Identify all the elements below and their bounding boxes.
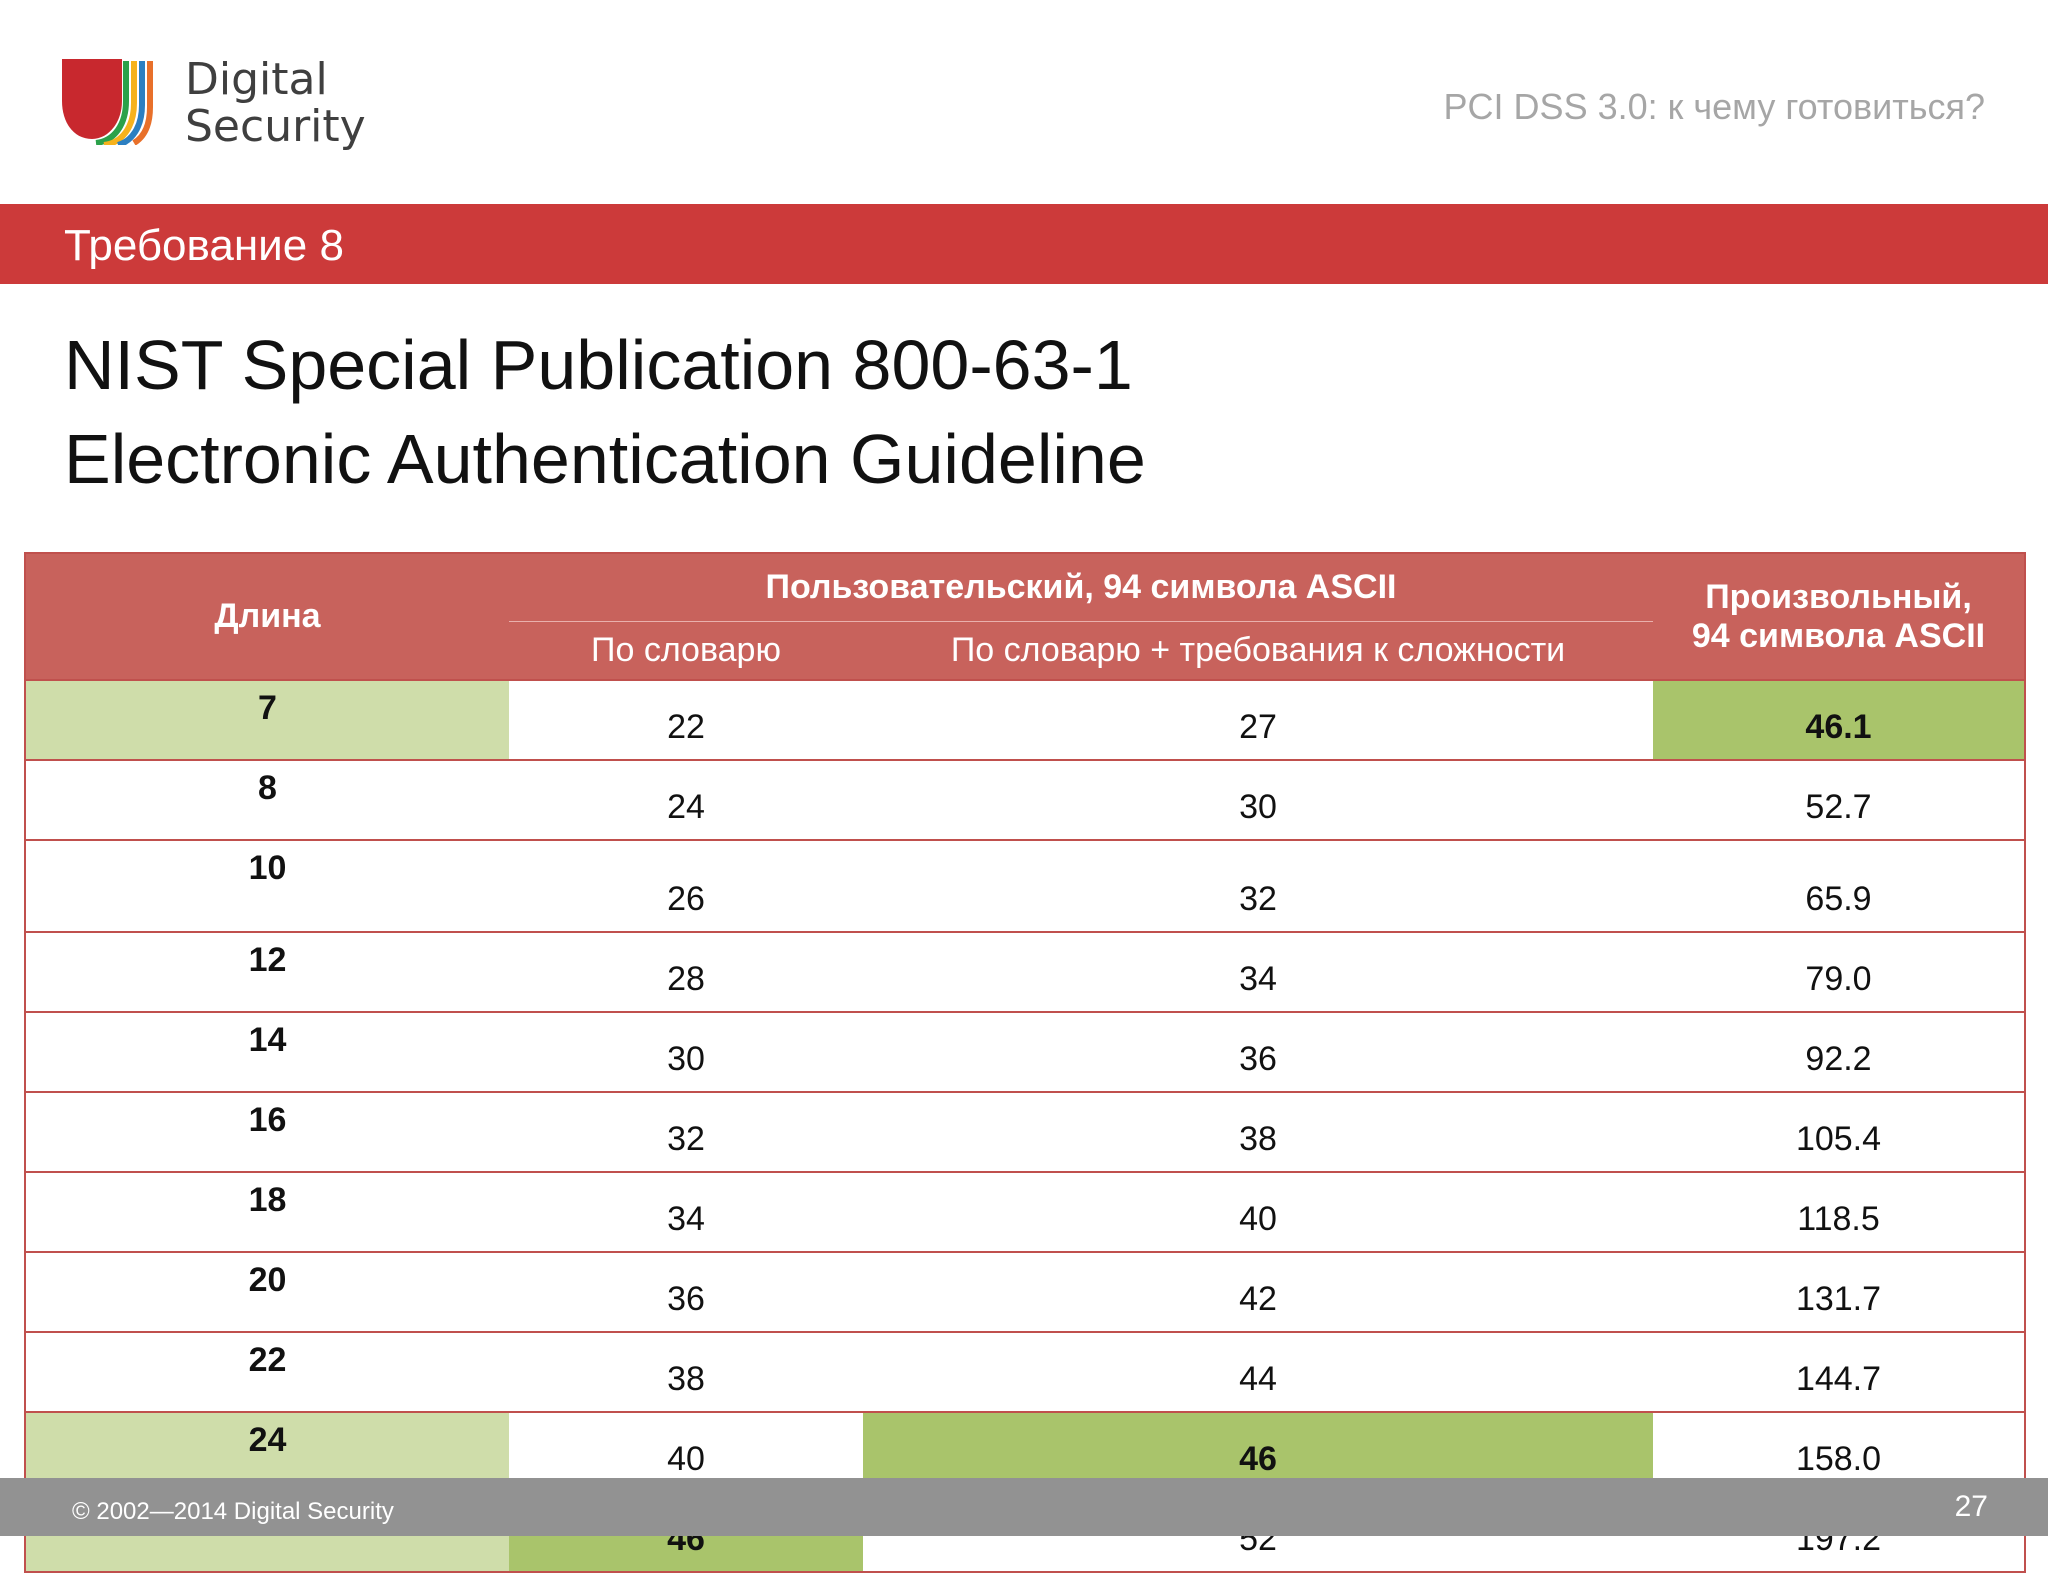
cell-random: 52.7 [1653, 759, 2025, 840]
slide-title-line-2: Electronic Authentication Guideline [64, 420, 1146, 498]
cell-random: 144.7 [1653, 1331, 2025, 1412]
header-random-line-2: 94 символа ASCII [1691, 616, 1986, 655]
footer-copyright: © 2002—2014 Digital Security [72, 1498, 394, 1525]
table-row: 10 26 32 65.9 [25, 839, 2025, 932]
cell-length: 22 [25, 1331, 509, 1412]
cell-dictionary-complexity: 44 [863, 1331, 1653, 1412]
table-row: 8 24 30 52.7 [25, 759, 2025, 840]
cell-random: 105.4 [1653, 1091, 2025, 1172]
cell-dictionary-complexity: 36 [863, 1011, 1653, 1092]
table-row: 22 38 44 144.7 [25, 1331, 2025, 1412]
cell-dictionary: 30 [509, 1011, 863, 1092]
section-title: Требование 8 [64, 221, 344, 270]
slide-title-line-1: NIST Special Publication 800-63-1 [64, 326, 1133, 404]
table-row: 20 36 42 131.7 [25, 1251, 2025, 1332]
cell-random: 118.5 [1653, 1171, 2025, 1252]
cell-length: 20 [25, 1251, 509, 1332]
header-random: Произвольный, 94 символа ASCII [1653, 553, 2025, 680]
logo-text: Digital Security [185, 56, 366, 150]
cell-dictionary-complexity: 32 [863, 839, 1653, 932]
cell-dictionary: 32 [509, 1091, 863, 1172]
cell-dictionary: 22 [509, 679, 863, 760]
header-dictionary: По словарю [509, 621, 863, 680]
page-number: 27 [1954, 1490, 1988, 1523]
table-row: 12 28 34 79.0 [25, 931, 2025, 1012]
slide-title: NIST Special Publication 800-63-1 Electr… [64, 318, 1146, 506]
cell-length: 16 [25, 1091, 509, 1172]
cell-dictionary: 36 [509, 1251, 863, 1332]
cell-length: 12 [25, 931, 509, 1012]
cell-dictionary-complexity: 34 [863, 931, 1653, 1012]
entropy-table: Длина Пользовательский, 94 символа ASCII… [24, 552, 2026, 1573]
cell-dictionary-complexity: 42 [863, 1251, 1653, 1332]
header-dictionary-complexity: По словарю + требования к сложности [863, 621, 1653, 680]
header-user-group: Пользовательский, 94 символа ASCII [509, 553, 1653, 622]
header-random-line-1: Произвольный, [1705, 577, 1972, 616]
cell-length: 14 [25, 1011, 509, 1092]
cell-random: 79.0 [1653, 931, 2025, 1012]
logo-line-2: Security [185, 101, 366, 152]
company-logo [60, 55, 360, 165]
table-row: 7 22 27 46.1 [25, 679, 2025, 760]
cell-random: 92.2 [1653, 1011, 2025, 1092]
cell-random: 65.9 [1653, 839, 2025, 932]
logo-line-1: Digital [185, 54, 328, 105]
cell-random: 131.7 [1653, 1251, 2025, 1332]
cell-dictionary: 26 [509, 839, 863, 932]
cell-dictionary-complexity: 38 [863, 1091, 1653, 1172]
cell-dictionary-complexity: 30 [863, 759, 1653, 840]
table-row: 18 34 40 118.5 [25, 1171, 2025, 1252]
logo-shield-icon [62, 59, 153, 148]
section-bar: Требование 8 [0, 204, 2048, 284]
footer: © 2002—2014 Digital Security 27 [0, 1478, 2048, 1536]
cell-dictionary: 38 [509, 1331, 863, 1412]
cell-random: 46.1 [1653, 679, 2025, 760]
table-row: 14 30 36 92.2 [25, 1011, 2025, 1092]
cell-dictionary: 34 [509, 1171, 863, 1252]
cell-length: 18 [25, 1171, 509, 1252]
cell-length: 8 [25, 759, 509, 840]
cell-dictionary: 28 [509, 931, 863, 1012]
cell-dictionary-complexity: 40 [863, 1171, 1653, 1252]
cell-dictionary-complexity: 27 [863, 679, 1653, 760]
presentation-subtitle: PCI DSS 3.0: к чему готовиться? [1443, 86, 1985, 127]
cell-dictionary: 24 [509, 759, 863, 840]
header-length: Длина [25, 553, 509, 680]
cell-length: 7 [25, 679, 509, 760]
table-row: 16 32 38 105.4 [25, 1091, 2025, 1172]
cell-length: 10 [25, 839, 509, 932]
